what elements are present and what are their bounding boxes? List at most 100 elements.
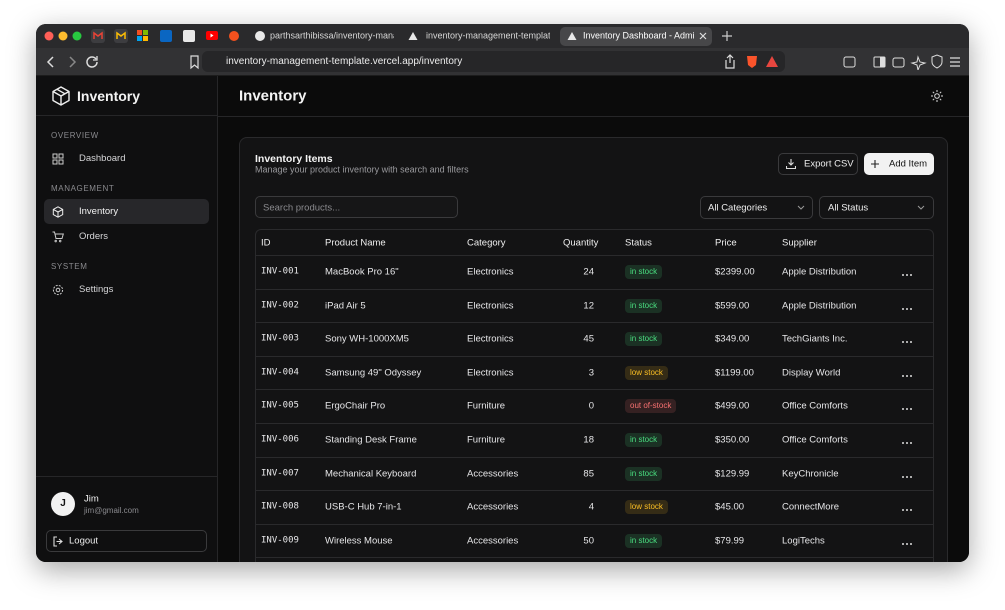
brand: Inventory [77,88,141,104]
status-badge: in stock [625,466,663,481]
nav-item[interactable]: Settings [44,277,209,302]
supplier: TechGiants Inc. [782,333,848,345]
category: Furniture [467,434,506,446]
column-header: Supplier [782,237,817,249]
quantity: 12 [583,299,594,311]
section-heading: OVERVIEW [51,131,99,140]
nav-buttons[interactable] [44,54,204,70]
category-filter-label[interactable]: All Categories [708,202,768,214]
tab-icon [567,32,577,40]
quantity: 24 [583,266,594,278]
supplier: Apple Distribution [782,266,857,278]
search-input[interactable] [255,196,458,218]
supplier: Apple Distribution [782,299,857,311]
export-label[interactable]: Export CSV [804,158,854,170]
nav-label[interactable]: Dashboard [79,153,126,164]
tab-title[interactable]: parthsarthibissa/inventory-manage [270,31,394,41]
tab-title[interactable]: inventory-management-template · [426,31,550,41]
search-placeholder[interactable]: Search products... [263,202,341,214]
product-name: Mechanical Keyboard [325,467,417,479]
price: $349.00 [715,333,750,345]
row-actions[interactable] [901,301,913,311]
tab-close[interactable] [699,32,707,40]
row-divider [256,288,933,290]
item-id: INV-004 [261,367,299,378]
nav-icon [52,206,64,218]
item-id: INV-008 [261,501,299,512]
nav-item[interactable]: Orders [44,224,209,249]
divider [218,116,969,117]
row-actions[interactable] [901,267,913,277]
row-actions[interactable] [901,469,913,479]
item-id: INV-002 [261,300,299,311]
product-name: USB-C Hub 7-in-1 [325,501,402,513]
product-name: Samsung 49" Odyssey [325,367,422,379]
add-button[interactable] [864,153,934,175]
nav: OVERVIEW Dashboard MANAGEMENT Inventory Orde… [36,126,217,302]
supplier: Display World [782,367,841,379]
price: $350.00 [715,434,750,446]
row-divider [256,490,933,492]
row-actions[interactable] [901,334,913,344]
product-name: ErgoChair Pro [325,400,386,412]
column-header: Price [715,237,737,249]
quantity: 4 [588,501,594,513]
status-badge: low stock [625,365,668,380]
nav-label[interactable]: Inventory [79,206,119,217]
nav-icon [52,153,64,165]
row-actions[interactable] [901,401,913,411]
item-id: INV-005 [261,400,299,411]
price: $45.00 [715,501,745,513]
logout-icon [53,536,63,547]
status-filter-label[interactable]: All Status [828,202,869,214]
category: Accessories [467,535,519,547]
dots-icon [902,542,912,545]
product-name: MacBook Pro 16" [325,266,399,278]
nav-icon [52,284,64,296]
url[interactable]: inventory-management-template.vercel.app… [226,56,463,67]
logout-label[interactable]: Logout [69,535,99,547]
nav-item[interactable]: Dashboard [44,146,209,171]
column-header: Category [467,237,506,249]
browser-window: parthsarthibissa/inventory-manage invent… [36,24,969,562]
category: Electronics [467,367,514,379]
dots-icon [902,274,912,276]
toolbar-icons[interactable] [722,54,962,70]
nav-label[interactable]: Orders [79,231,109,242]
plus-icon [871,160,879,168]
supplier: Office Comforts [782,434,848,446]
item-id: INV-007 [261,468,299,479]
category: Electronics [467,299,514,311]
status-filter[interactable] [819,196,934,219]
row-actions[interactable] [901,502,913,512]
row-divider [256,389,933,391]
card-subtitle: Manage your product inventory with searc… [255,164,469,175]
status-badge: in stock [625,265,663,279]
category-filter[interactable] [700,196,813,219]
logout-button[interactable] [46,530,207,552]
page-title: Inventory [239,87,307,105]
nav-label[interactable]: Settings [79,284,114,295]
export-button[interactable] [778,153,858,175]
row-actions[interactable] [901,536,913,546]
row-divider [256,456,933,458]
url-field[interactable] [202,51,785,72]
supplier: LogiTechs [782,535,825,547]
nav-icon [52,231,64,243]
dots-icon [902,408,912,411]
dots-icon [902,442,912,444]
theme-toggle[interactable] [931,90,943,102]
row-actions[interactable] [901,435,913,445]
new-tab[interactable] [722,31,732,41]
add-label[interactable]: Add Item [889,158,928,170]
tab-bar: parthsarthibissa/inventory-manage invent… [36,24,969,48]
tab-title[interactable]: Inventory Dashboard - Admin I [583,31,695,41]
status-badge: out of-stock [625,399,677,414]
user-email: jim@gmail.com [84,506,139,515]
nav-item[interactable]: Inventory [44,199,209,224]
active-tab[interactable] [560,27,712,46]
row-actions[interactable] [901,368,913,378]
category: Electronics [467,266,514,278]
dots-icon [902,374,912,377]
